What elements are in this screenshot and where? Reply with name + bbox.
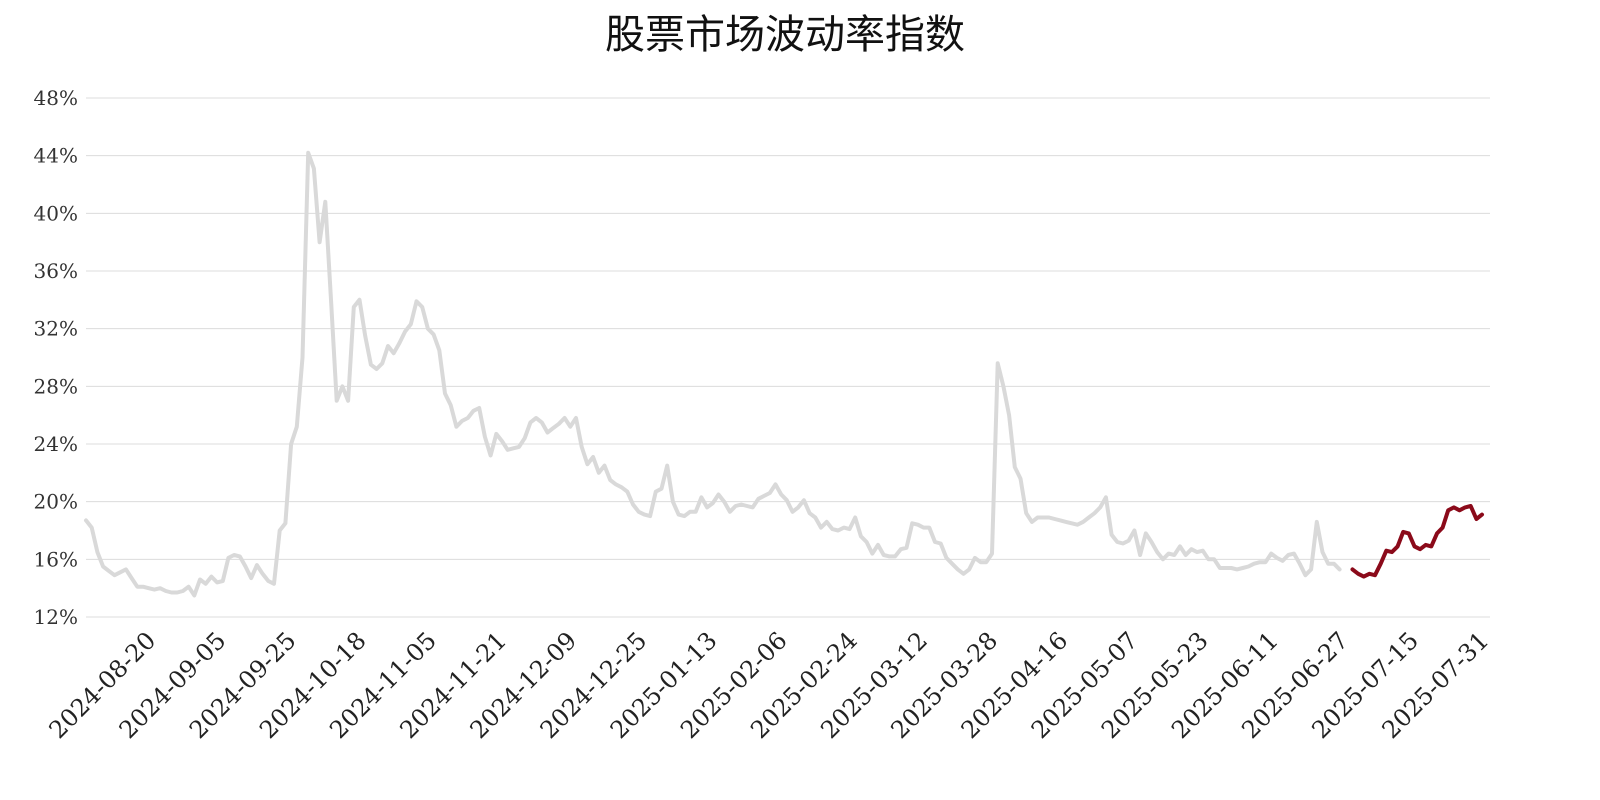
grid [86,97,1490,618]
y-tick-label: 36% [34,259,78,283]
y-tick-label: 28% [34,374,78,398]
y-tick-label: 32% [34,317,78,341]
x-axis-ticks: 2024-08-202024-09-052024-09-252024-10-18… [44,626,1495,744]
y-tick-label: 12% [34,605,78,629]
y-axis-ticks: 12% 16% 20% 24% 28% 32% 36% 40% 44% 48% [34,86,78,629]
series-lines [84,150,1484,598]
y-tick-label: 16% [34,547,78,571]
y-tick-label: 24% [34,432,78,456]
chart-title: 股票市场波动率指数 [605,12,965,58]
y-tick-label: 44% [34,144,78,168]
y-tick-label: 20% [34,490,78,514]
recent-series-line [1350,504,1484,579]
y-tick-label: 40% [34,201,78,225]
y-tick-label: 48% [34,86,78,110]
history-series-line [84,150,1342,598]
